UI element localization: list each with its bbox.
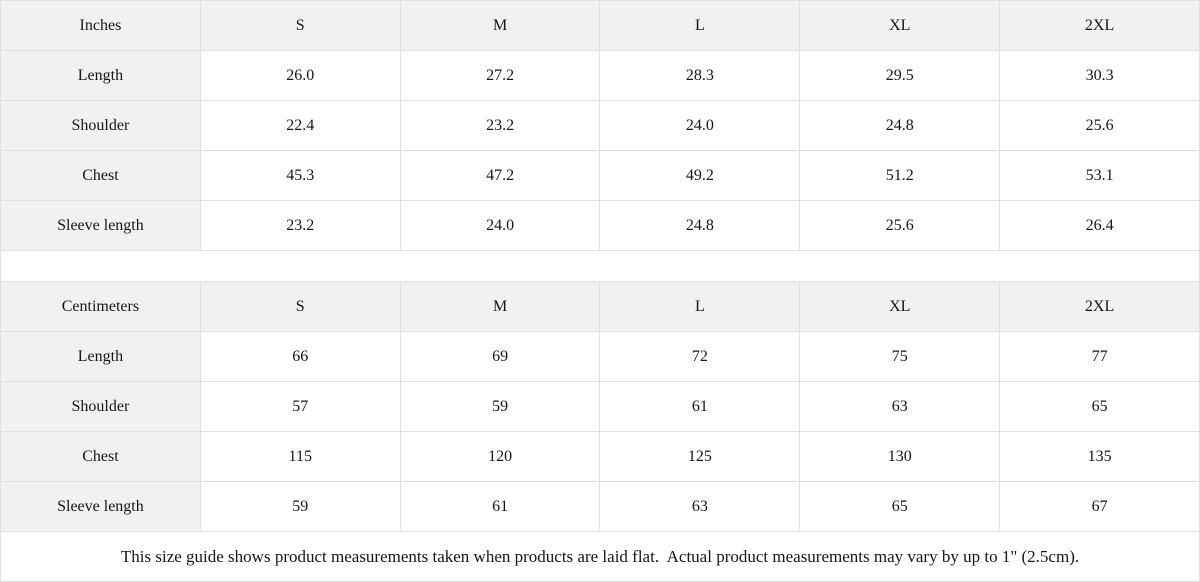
- data-cell: 26.0: [199, 50, 401, 101]
- data-cell: 51.2: [799, 150, 1001, 201]
- table-row: Sleeve length 59 61 63 65 67: [0, 481, 1200, 532]
- table-row: Shoulder 22.4 23.2 24.0 24.8 25.6: [0, 100, 1200, 151]
- table-row: Shoulder 57 59 61 63 65: [0, 381, 1200, 432]
- size-header-cell-l: L: [599, 281, 801, 332]
- row-label-cell: Sleeve length: [0, 200, 201, 251]
- data-cell: 45.3: [199, 150, 401, 201]
- table-row: Chest 45.3 47.2 49.2 51.2 53.1: [0, 150, 1200, 201]
- data-cell: 24.8: [599, 200, 801, 251]
- table-row: Length 26.0 27.2 28.3 29.5 30.3: [0, 50, 1200, 101]
- table-row: Length 66 69 72 75 77: [0, 331, 1200, 382]
- data-cell: 22.4: [199, 100, 401, 151]
- section-spacer: [0, 251, 1200, 281]
- unit-header-cell: Centimeters: [0, 281, 201, 332]
- unit-header-cell: Inches: [0, 0, 201, 51]
- data-cell: 24.0: [599, 100, 801, 151]
- size-header-cell-m: M: [399, 0, 601, 51]
- data-cell: 72: [599, 331, 801, 382]
- row-label-cell: Chest: [0, 150, 201, 201]
- data-cell: 65: [799, 481, 1001, 532]
- centimeters-header-row: Centimeters S M L XL 2XL: [0, 281, 1200, 332]
- row-label-cell: Sleeve length: [0, 481, 201, 532]
- row-label-cell: Chest: [0, 431, 201, 482]
- data-cell: 120: [399, 431, 601, 482]
- data-cell: 59: [399, 381, 601, 432]
- data-cell: 130: [799, 431, 1001, 482]
- data-cell: 47.2: [399, 150, 601, 201]
- size-header-cell-m: M: [399, 281, 601, 332]
- table-row: Sleeve length 23.2 24.0 24.8 25.6 26.4: [0, 200, 1200, 251]
- data-cell: 25.6: [799, 200, 1001, 251]
- data-cell: 69: [399, 331, 601, 382]
- data-cell: 23.2: [199, 200, 401, 251]
- data-cell: 29.5: [799, 50, 1001, 101]
- data-cell: 28.3: [599, 50, 801, 101]
- size-header-cell-l: L: [599, 0, 801, 51]
- size-header-cell-xl: XL: [799, 281, 1001, 332]
- row-label-cell: Length: [0, 50, 201, 101]
- data-cell: 27.2: [399, 50, 601, 101]
- size-header-cell-xl: XL: [799, 0, 1001, 51]
- data-cell: 135: [999, 431, 1200, 482]
- data-cell: 125: [599, 431, 801, 482]
- row-label-cell: Shoulder: [0, 100, 201, 151]
- row-label-cell: Length: [0, 331, 201, 382]
- data-cell: 66: [199, 331, 401, 382]
- data-cell: 24.8: [799, 100, 1001, 151]
- size-header-cell-2xl: 2XL: [999, 0, 1200, 51]
- data-cell: 24.0: [399, 200, 601, 251]
- centimeters-table: Centimeters S M L XL 2XL Length 66 69 72…: [0, 281, 1200, 532]
- inches-table: Inches S M L XL 2XL Length 26.0 27.2 28.…: [0, 0, 1200, 251]
- data-cell: 53.1: [999, 150, 1200, 201]
- data-cell: 25.6: [999, 100, 1200, 151]
- data-cell: 115: [199, 431, 401, 482]
- data-cell: 49.2: [599, 150, 801, 201]
- data-cell: 65: [999, 381, 1200, 432]
- inches-header-row: Inches S M L XL 2XL: [0, 0, 1200, 51]
- data-cell: 61: [399, 481, 601, 532]
- size-header-cell-s: S: [199, 0, 401, 51]
- data-cell: 57: [199, 381, 401, 432]
- row-label-cell: Shoulder: [0, 381, 201, 432]
- data-cell: 67: [999, 481, 1200, 532]
- size-guide-footnote: This size guide shows product measuremen…: [0, 532, 1200, 582]
- data-cell: 63: [799, 381, 1001, 432]
- size-header-cell-2xl: 2XL: [999, 281, 1200, 332]
- data-cell: 23.2: [399, 100, 601, 151]
- data-cell: 59: [199, 481, 401, 532]
- size-header-cell-s: S: [199, 281, 401, 332]
- data-cell: 61: [599, 381, 801, 432]
- data-cell: 26.4: [999, 200, 1200, 251]
- data-cell: 63: [599, 481, 801, 532]
- data-cell: 77: [999, 331, 1200, 382]
- data-cell: 75: [799, 331, 1001, 382]
- data-cell: 30.3: [999, 50, 1200, 101]
- table-row: Chest 115 120 125 130 135: [0, 431, 1200, 482]
